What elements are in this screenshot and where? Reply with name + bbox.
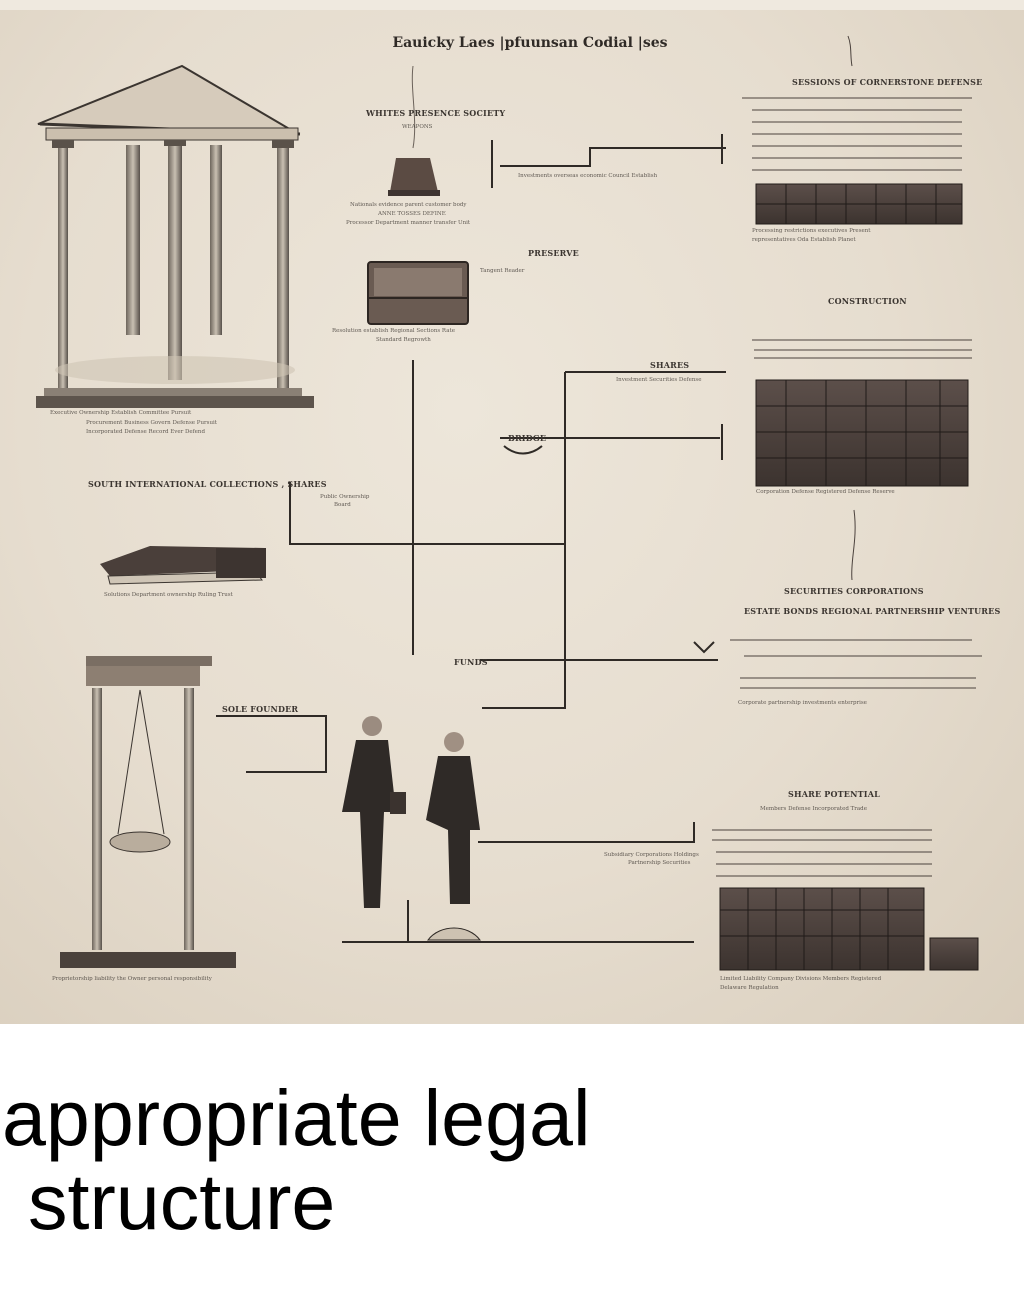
label-top-center-sub: WEAPONS bbox=[402, 124, 433, 130]
block-grid-lines bbox=[720, 184, 968, 970]
note-grid-right: Corporation Defense Registered Defense R… bbox=[756, 489, 895, 495]
temple-illustration bbox=[36, 64, 314, 408]
caption-line-2: structure bbox=[28, 1157, 336, 1246]
label-top-center-header: WHITES PRESENCE SOCIETY bbox=[366, 108, 506, 118]
label-chest-side: Tangent Reader bbox=[480, 268, 525, 274]
label-bridge: BRIDGE bbox=[508, 433, 547, 443]
note-bottom-right-2: Delaware Regulation bbox=[720, 985, 779, 991]
connector-lines bbox=[216, 134, 726, 943]
label-top-right-header: SESSIONS OF CORNERSTONE DEFENSE bbox=[792, 77, 983, 87]
label-right-mid-header: CONSTRUCTION bbox=[828, 296, 907, 306]
label-chest: PRESERVE bbox=[528, 248, 579, 258]
label-right-bottom-header: SHARE POTENTIAL bbox=[788, 789, 880, 799]
note-share: Investment Securities Defense bbox=[616, 377, 702, 383]
note-top-line: Investments overseas economic Council Es… bbox=[518, 173, 658, 179]
note-book: Solutions Department ownership Ruling Tr… bbox=[104, 592, 233, 598]
note-top-center-1: Nationals evidence parent customer body bbox=[350, 202, 467, 208]
basket-illustration bbox=[388, 65, 440, 196]
note-scale: Proprietorship liability the Owner perso… bbox=[52, 976, 212, 982]
note-temple-2: Procurement Business Govern Defense Purs… bbox=[86, 420, 217, 426]
label-book-header: SOUTH INTERNATIONAL COLLECTIONS , SHARES bbox=[88, 479, 327, 489]
legal-structure-poster: Eauicky Laes |pfuunsan Codial |ses WHITE… bbox=[0, 0, 1024, 1024]
caption-line-1: appropriate legal bbox=[2, 1073, 591, 1162]
note-right-bottom-2: Partnership Securities bbox=[628, 860, 691, 866]
note-top-center-2: ANNE TOSSES DEFINE bbox=[378, 211, 446, 217]
scale-illustration bbox=[60, 656, 236, 968]
label-funds: FUNDS bbox=[454, 657, 488, 667]
poster-title: Eauicky Laes |pfuunsan Codial |ses bbox=[392, 35, 668, 51]
note-top-right-2: representatives Oda Establish Planet bbox=[752, 237, 856, 243]
note-bottom-right-1: Limited Liability Company Divisions Memb… bbox=[720, 976, 882, 982]
note-top-center-3: Processor Department manner transfer Uni… bbox=[346, 220, 471, 226]
note-mid-box: Public Ownership bbox=[320, 494, 370, 500]
note-temple-1: Executive Ownership Establish Committee … bbox=[50, 410, 192, 416]
chest-illustration bbox=[367, 261, 469, 325]
note-chest-1: Resolution establish Regional Sections R… bbox=[332, 328, 455, 334]
note-right-bottom: Subsidiary Corporations Holdings bbox=[604, 852, 699, 858]
two-figures-illustration bbox=[342, 716, 480, 908]
note-top-right-1: Processing restrictions executives Prese… bbox=[752, 228, 871, 234]
label-right-bottom-sub: Members Defense Incorporated Trade bbox=[760, 806, 867, 812]
label-right-lower-sub: ESTATE BONDS REGIONAL PARTNERSHIP VENTUR… bbox=[744, 606, 1001, 616]
stripe-clusters bbox=[712, 97, 982, 877]
note-mid-box-2: Board bbox=[334, 502, 351, 508]
note-chest-2: Standard Regrowth bbox=[376, 337, 431, 343]
book-illustration bbox=[100, 546, 266, 585]
label-scale: SOLE FOUNDER bbox=[222, 704, 299, 714]
label-right-lower-header: SECURITIES CORPORATIONS bbox=[784, 586, 924, 596]
label-share: SHARES bbox=[650, 360, 690, 370]
note-temple-3: Incorporated Defense Record Ever Defend bbox=[86, 429, 205, 435]
poster-illustrations bbox=[36, 35, 982, 971]
note-right-lower: Corporate partnership investments enterp… bbox=[738, 700, 867, 706]
caption: appropriate legal structure bbox=[2, 1076, 1002, 1244]
